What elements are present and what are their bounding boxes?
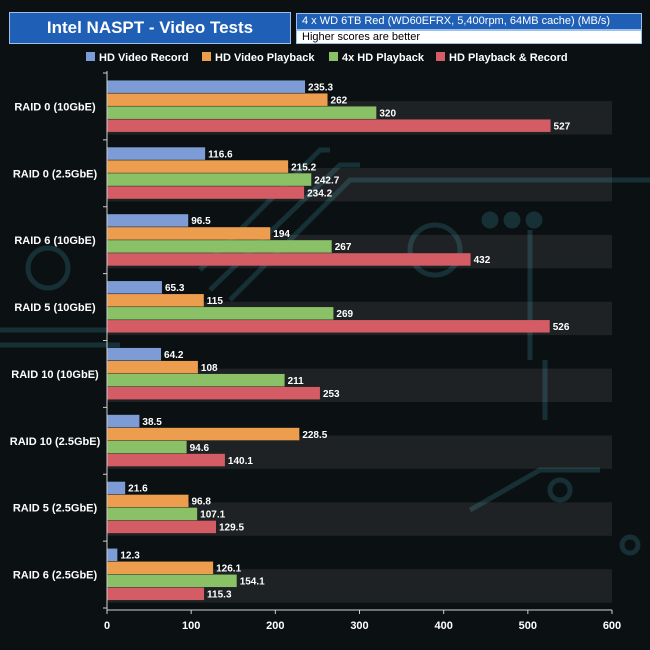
bar-hd-video-record — [107, 214, 189, 227]
bar-hd-video-playback — [107, 561, 214, 575]
bar-hd-video-playback — [107, 227, 271, 240]
data-label: 527 — [554, 121, 571, 132]
data-label: 269 — [336, 309, 353, 320]
data-label: 115.3 — [207, 590, 232, 601]
bar-4x-hd-playback — [107, 373, 285, 387]
data-label: 154.1 — [240, 577, 265, 588]
bar-hd-playback-record — [107, 119, 551, 132]
category-label: RAID 6 (10GbE) — [14, 235, 96, 247]
bar-hd-video-record — [107, 548, 118, 562]
legend-label-hd-video-playback: HD Video Playback — [215, 52, 315, 64]
bar-hd-video-record — [107, 147, 206, 160]
bar-hd-playback-record — [107, 386, 320, 400]
bar-hd-video-playback — [107, 93, 328, 106]
x-tick-label: 200 — [266, 620, 284, 632]
data-label: 432 — [474, 255, 491, 266]
data-label: 234.2 — [307, 188, 332, 199]
x-tick-label: 600 — [603, 620, 621, 632]
bar-4x-hd-playback — [107, 106, 377, 119]
bar-4x-hd-playback — [107, 173, 312, 186]
bar-4x-hd-playback — [107, 574, 237, 588]
category-label: RAID 10 (10GbE) — [11, 369, 99, 381]
legend-label-hd-video-record: HD Video Record — [99, 52, 189, 64]
x-tick-label: 400 — [434, 620, 452, 632]
bar-hd-video-playback — [107, 294, 204, 307]
legend-swatch-4x-hd-playback — [329, 52, 338, 61]
data-label: 116.6 — [208, 149, 233, 160]
category-label: RAID 0 (2.5GbE) — [13, 168, 98, 180]
data-label: 211 — [288, 376, 305, 387]
data-label: 96.5 — [191, 216, 211, 227]
data-label: 12.3 — [120, 551, 140, 562]
data-label: 21.6 — [128, 484, 148, 495]
data-label: 194 — [273, 229, 290, 240]
legend: HD Video Record HD Video Playback 4x HD Pl… — [86, 52, 568, 64]
data-label: 235.3 — [308, 82, 333, 93]
data-label: 262 — [331, 95, 348, 106]
data-label: 108 — [201, 363, 218, 374]
bar-hd-video-playback — [107, 427, 300, 441]
data-label: 107.1 — [200, 510, 225, 521]
bar-hd-video-record — [107, 347, 162, 361]
category-label: RAID 6 (2.5GbE) — [13, 570, 98, 582]
bar-hd-video-record — [107, 414, 140, 428]
data-label: 94.6 — [190, 443, 210, 454]
bar-hd-playback-record — [107, 520, 216, 534]
bar-hd-video-record — [107, 281, 162, 294]
bar-4x-hd-playback — [107, 440, 187, 454]
data-label: 253 — [323, 389, 340, 400]
bar-4x-hd-playback — [107, 507, 198, 521]
legend-swatch-hd-video-playback — [202, 52, 211, 61]
data-label: 64.2 — [164, 350, 184, 361]
x-tick-label: 300 — [350, 620, 368, 632]
bar-hd-video-playback — [107, 494, 189, 508]
bar-hd-playback-record — [107, 453, 225, 467]
category-label: RAID 0 (10GbE) — [14, 101, 96, 113]
legend-label-4x-hd-playback: 4x HD Playback — [342, 52, 425, 64]
x-tick-label: 100 — [182, 620, 200, 632]
legend-swatch-hd-playback-record — [436, 52, 445, 61]
data-label: 320 — [379, 108, 396, 119]
category-label: RAID 5 (2.5GbE) — [13, 503, 98, 515]
data-label: 215.2 — [291, 162, 316, 173]
bar-hd-video-playback — [107, 360, 198, 374]
data-label: 96.8 — [191, 497, 211, 508]
background-decoration — [0, 147, 650, 556]
axes: RAID 0 (10GbE) RAID 0 (2.5GbE) RAID 6 (10G… — [10, 71, 621, 632]
data-label: 242.7 — [314, 175, 339, 186]
bar-hd-playback-record — [107, 186, 305, 199]
bar-4x-hd-playback — [107, 307, 334, 320]
bar-hd-video-record — [107, 80, 306, 93]
data-label: 126.1 — [216, 564, 241, 575]
data-label: 65.3 — [165, 283, 185, 294]
legend-swatch-hd-video-record — [86, 52, 95, 61]
bar-hd-playback-record — [107, 253, 471, 266]
chart-note: Higher scores are better — [296, 30, 642, 44]
x-tick-label: 500 — [519, 620, 537, 632]
data-label: 228.5 — [302, 430, 327, 441]
bar-hd-playback-record — [107, 320, 550, 333]
bar-hd-playback-record — [107, 587, 205, 601]
bar-4x-hd-playback — [107, 240, 332, 253]
category-label: RAID 10 (2.5GbE) — [10, 436, 101, 448]
bar-hd-video-record — [107, 481, 126, 495]
chart-title: Intel NASPT - Video Tests — [9, 12, 291, 44]
data-label: 38.5 — [142, 417, 162, 428]
data-label: 526 — [553, 322, 570, 333]
data-label: 267 — [335, 242, 352, 253]
data-label: 129.5 — [219, 523, 244, 534]
legend-label-hd-playback-record: HD Playback & Record — [449, 52, 568, 64]
x-tick-label: 0 — [104, 620, 110, 632]
category-label: RAID 5 (10GbE) — [14, 302, 96, 314]
data-label: 140.1 — [228, 456, 253, 467]
bars: 235.3 262 320 527 116.6 215.2 242.7 234.2 96.5 19… — [107, 80, 571, 601]
chart-subtitle: 4 x WD 6TB Red (WD60EFRX, 5,400rpm, 64MB… — [296, 13, 642, 30]
bar-hd-video-playback — [107, 160, 289, 173]
data-label: 115 — [207, 296, 224, 307]
